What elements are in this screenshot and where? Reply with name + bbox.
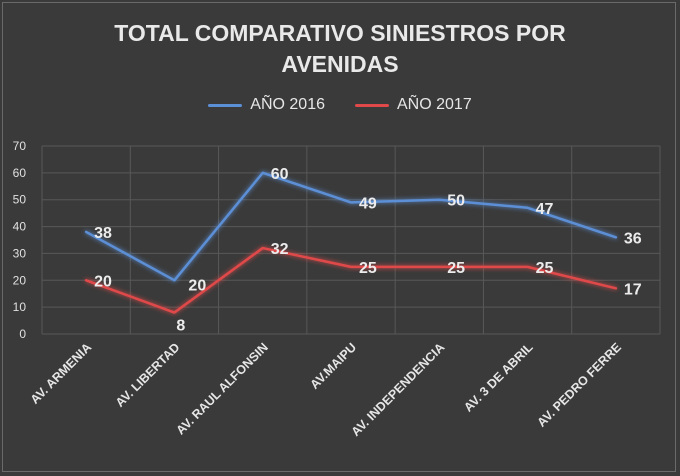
y-tick-label: 10 — [13, 300, 27, 314]
data-label-2016: 36 — [624, 230, 642, 247]
data-label-2017: 25 — [447, 260, 465, 277]
series-lines — [84, 171, 618, 314]
chart-title: TOTAL COMPARATIVO SINIESTROS POR AVENIDA… — [0, 18, 680, 80]
gridlines — [41, 145, 661, 335]
y-tick-label: 70 — [13, 139, 27, 153]
x-tick-label: AV. ARMENIA — [28, 340, 95, 407]
x-tick-label: AV. RAUL ALFONSIN — [174, 340, 271, 437]
data-label-2016: 47 — [536, 201, 554, 218]
x-tick-label: AV. 3 DE ABRIL — [461, 340, 536, 415]
chart-title-line-1: TOTAL COMPARATIVO SINIESTROS POR — [114, 20, 566, 46]
data-label-2017: 25 — [536, 260, 554, 277]
chart-legend: AÑO 2016 AÑO 2017 — [0, 96, 680, 114]
data-label-2016: 38 — [94, 225, 112, 242]
legend-label-2016: AÑO 2016 — [250, 96, 325, 113]
data-label-2016: 50 — [447, 193, 465, 210]
legend-swatch-2017 — [355, 103, 389, 107]
data-label-2017: 20 — [94, 273, 112, 290]
x-tick-label: AV.MAIPU — [307, 340, 359, 392]
x-tick-label: AV. INDEPENDENCIA — [349, 340, 448, 439]
data-label-2016: 20 — [188, 277, 206, 294]
x-tick-label: AV. LIBERTAD — [113, 340, 183, 410]
data-label-2016: 49 — [359, 195, 377, 212]
y-axis-ticks: 0 10 20 30 40 50 60 70 — [13, 139, 27, 341]
y-tick-label: 20 — [13, 273, 27, 287]
series-line-2017 — [84, 246, 618, 314]
y-tick-label: 0 — [19, 327, 26, 341]
y-tick-label: 50 — [13, 193, 27, 207]
legend-label-2017: AÑO 2017 — [397, 96, 472, 113]
data-labels: 38 20 60 49 50 47 36 20 8 32 25 25 25 17 — [94, 166, 642, 335]
y-tick-label: 40 — [13, 220, 27, 234]
chart-frame — [2, 2, 676, 472]
data-label-2016: 60 — [271, 166, 289, 183]
chart-title-line-2: AVENIDAS — [281, 51, 399, 77]
legend-item-2017: AÑO 2017 — [355, 96, 472, 114]
y-tick-label: 30 — [13, 246, 27, 260]
data-label-2017: 17 — [624, 281, 642, 298]
data-label-2017: 32 — [271, 241, 289, 258]
x-tick-label: AV. PEDRO FERRE — [535, 340, 624, 429]
data-label-2017: 25 — [359, 260, 377, 277]
y-tick-label: 60 — [13, 166, 27, 180]
data-label-2017: 8 — [176, 318, 185, 335]
legend-swatch-2016 — [208, 103, 243, 107]
series-line-2016 — [84, 171, 618, 282]
legend-item-2016: AÑO 2016 — [208, 96, 325, 114]
